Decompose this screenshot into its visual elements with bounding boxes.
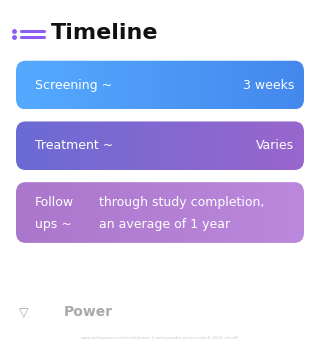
- Text: Follow: Follow: [35, 196, 74, 209]
- Text: Power: Power: [64, 305, 113, 319]
- Text: an average of 1 year: an average of 1 year: [99, 218, 230, 231]
- Text: Screening ~: Screening ~: [35, 78, 112, 92]
- Text: 3 weeks: 3 weeks: [243, 78, 294, 92]
- Text: Timeline: Timeline: [51, 23, 159, 43]
- Text: ▽: ▽: [19, 306, 29, 319]
- Text: ups ~: ups ~: [35, 218, 72, 231]
- Text: Varies: Varies: [256, 139, 294, 152]
- Text: Treatment ~: Treatment ~: [35, 139, 114, 152]
- Text: www.withpower.com/trial/phase-2-tachycardia-ventricular-9-2021-e1ca8: www.withpower.com/trial/phase-2-tachycar…: [81, 336, 239, 340]
- Text: through study completion,: through study completion,: [99, 196, 265, 209]
